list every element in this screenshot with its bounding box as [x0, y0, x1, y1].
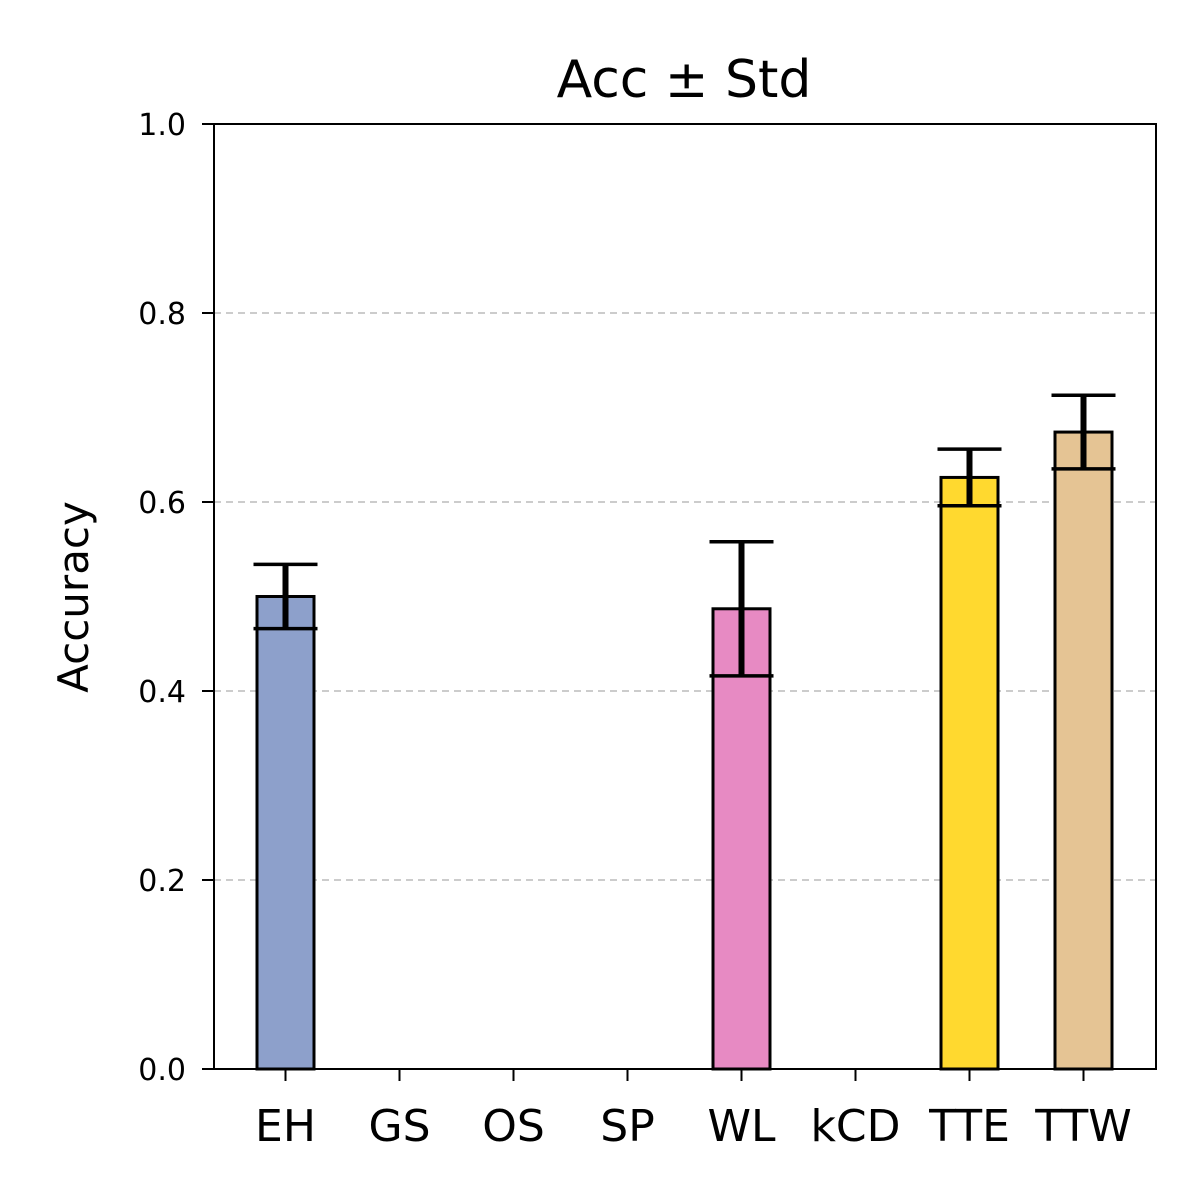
- x-tick-label-kcd: kCD: [810, 1101, 900, 1152]
- bar-wl: [711, 607, 772, 1071]
- y-tick-label: 0.6: [138, 486, 186, 521]
- x-tick-label-ttw: TTW: [1034, 1101, 1132, 1152]
- bars: [255, 430, 1114, 1071]
- x-tick-label-tte: TTE: [928, 1101, 1010, 1152]
- x-tick-label-os: OS: [482, 1101, 545, 1152]
- x-tick-label-sp: SP: [600, 1101, 654, 1152]
- y-tick-label: 0.4: [138, 675, 186, 710]
- x-tick-label-wl: WL: [707, 1101, 776, 1152]
- x-axis-ticks: EH GS OS SP WL kCD TTE TTW: [255, 1069, 1132, 1152]
- y-tick-label: 0.2: [138, 864, 186, 899]
- y-tick-label: 1.0: [138, 108, 186, 143]
- gridlines: [214, 312, 1156, 881]
- x-tick-label-gs: GS: [368, 1101, 430, 1152]
- bar-tte: [939, 475, 1000, 1071]
- y-tick-label: 0.0: [138, 1053, 186, 1088]
- error-bars: [253, 393, 1116, 678]
- y-tick-label: 0.8: [138, 297, 186, 332]
- plot-frame: [213, 123, 1157, 1070]
- x-tick-label-eh: EH: [255, 1101, 316, 1152]
- bar-eh: [255, 595, 316, 1071]
- chart-title: Acc ± Std: [557, 50, 812, 110]
- y-axis-label: Accuracy: [49, 501, 98, 693]
- y-axis-ticks: 0.0 0.2 0.4 0.6 0.8 1.0: [138, 108, 214, 1088]
- bar-ttw: [1053, 430, 1114, 1071]
